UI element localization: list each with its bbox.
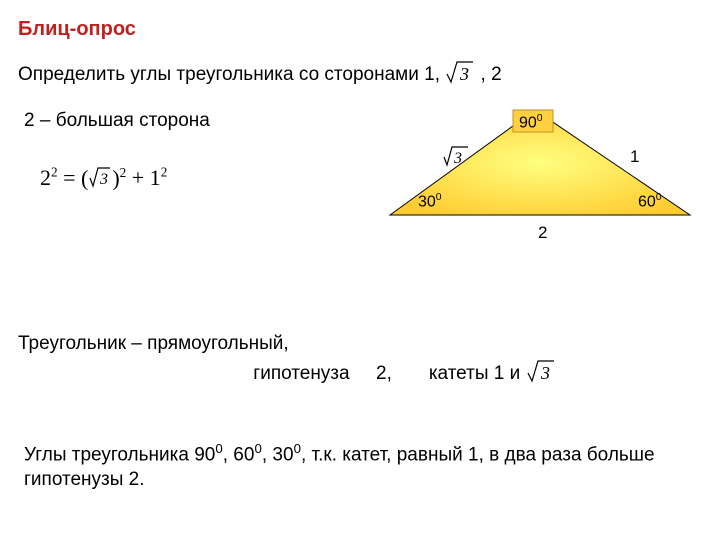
conc1-legs: катеты 1 и [429, 363, 526, 384]
side-note: 2 – большая сторона [24, 110, 210, 132]
triangle-diagram: 3 1 2 300 900 600 [380, 105, 700, 245]
svg-text:3: 3 [99, 171, 108, 188]
side-right-label: 1 [630, 147, 639, 167]
title-text: Блиц-опрос [18, 18, 136, 40]
svg-text:3: 3 [453, 150, 462, 167]
angle-top: 900 [519, 113, 543, 132]
sqrt3-inline-2: 3 [526, 359, 556, 389]
conclusion-2: Углы треугольника 900, 600, 300, т.к. ка… [24, 440, 694, 493]
conc1-line1: Треугольник – прямоугольный, [18, 333, 289, 354]
angle-left: 300 [418, 192, 442, 211]
conc1-hyp: гипотенуза [253, 363, 349, 384]
side-bottom-label: 2 [538, 223, 547, 243]
conclusion-1: Треугольник – прямоугольный, гипотенуза … [18, 330, 556, 388]
task-suffix: , 2 [481, 64, 502, 85]
task-line: Определить углы треугольника со сторонам… [18, 60, 502, 86]
sqrt3-inline-1: 3 [445, 60, 475, 86]
svg-text:3: 3 [459, 64, 469, 84]
conc1-hyp-val: 2, [376, 363, 392, 384]
task-prefix: Определить углы треугольника со сторонам… [18, 64, 445, 85]
page-title: Блиц-опрос [18, 18, 136, 41]
angle-right: 600 [638, 192, 662, 211]
equation: 22 = (3)2 + 12 [40, 165, 167, 191]
svg-text:3: 3 [540, 363, 550, 383]
side-left-label: 3 [442, 145, 470, 169]
